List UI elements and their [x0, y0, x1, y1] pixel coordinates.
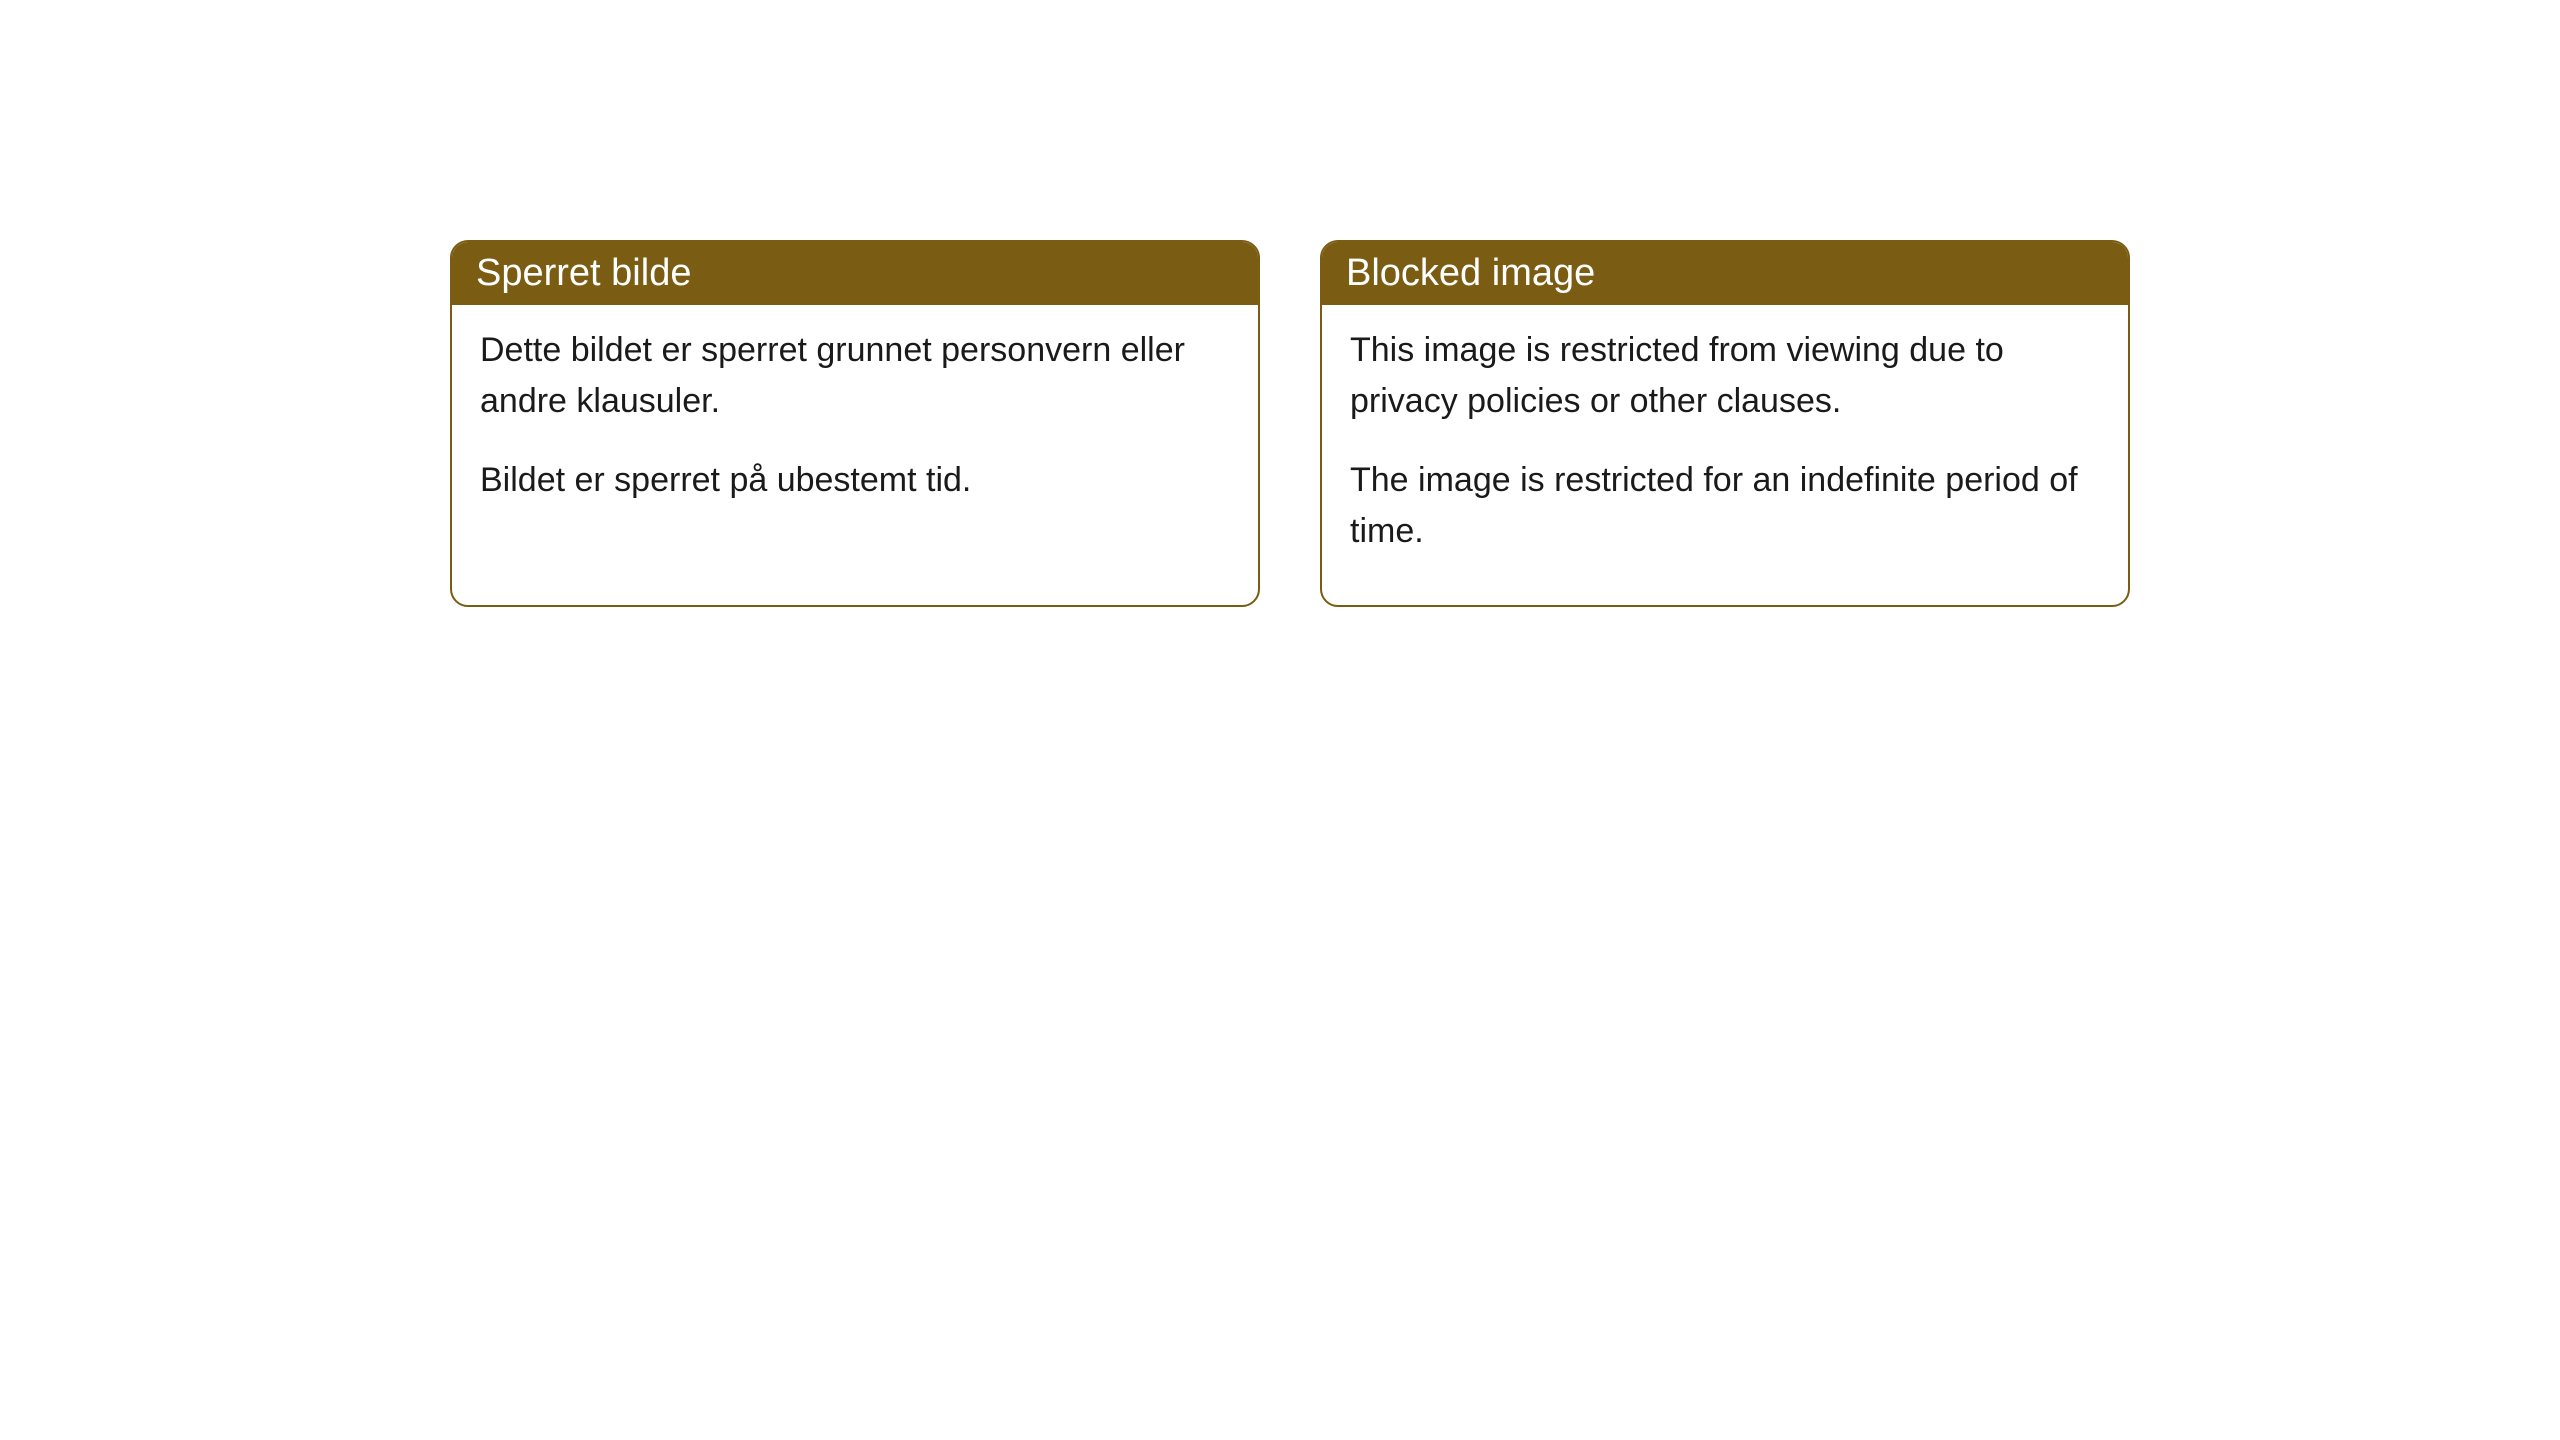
notice-paragraph: Bildet er sperret på ubestemt tid.: [480, 455, 1230, 506]
notice-paragraph: This image is restricted from viewing du…: [1350, 325, 2100, 427]
card-header: Sperret bilde: [452, 242, 1258, 305]
card-header: Blocked image: [1322, 242, 2128, 305]
card-body: This image is restricted from viewing du…: [1322, 305, 2128, 605]
notice-card-english: Blocked image This image is restricted f…: [1320, 240, 2130, 607]
card-title: Sperret bilde: [476, 252, 691, 294]
notice-paragraph: The image is restricted for an indefinit…: [1350, 455, 2100, 557]
card-body: Dette bildet er sperret grunnet personve…: [452, 305, 1258, 554]
notice-cards-container: Sperret bilde Dette bildet er sperret gr…: [450, 240, 2130, 607]
notice-card-norwegian: Sperret bilde Dette bildet er sperret gr…: [450, 240, 1260, 607]
card-title: Blocked image: [1346, 252, 1595, 294]
notice-paragraph: Dette bildet er sperret grunnet personve…: [480, 325, 1230, 427]
